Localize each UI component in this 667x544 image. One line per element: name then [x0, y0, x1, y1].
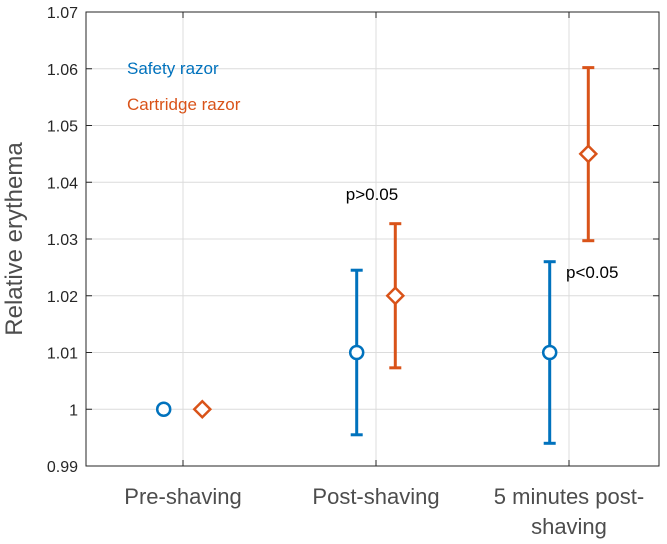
legend-entry: Safety razor: [127, 59, 219, 78]
x-tick-label: Post-shaving: [312, 484, 439, 509]
series-cartridge-razor: [192, 66, 599, 420]
legend: Safety razor Cartridge razor: [127, 59, 241, 114]
annotations: p>0.05 p<0.05: [346, 185, 619, 282]
data-point-circle: [541, 344, 558, 361]
y-tick-label: 1.01: [47, 346, 78, 363]
y-tick-label: 1.05: [47, 119, 78, 136]
y-tick-label: 1.02: [47, 289, 78, 306]
data-point-circle: [155, 401, 172, 417]
y-axis-label: Relative erythema: [1, 142, 28, 336]
legend-entry: Cartridge razor: [127, 95, 241, 114]
x-tick-label: shaving: [531, 514, 607, 539]
y-tick-label: 1.07: [47, 5, 78, 22]
x-tick-label: Pre-shaving: [124, 484, 241, 509]
x-axis: Pre-shaving Post-shaving 5 minutes post-sh…: [124, 12, 644, 539]
data-point-circle: [348, 344, 365, 361]
y-tick-label: 1.03: [47, 232, 78, 249]
data-point-diamond: [385, 285, 406, 306]
y-tick-label: 1.06: [47, 62, 78, 79]
y-tick-label: 1: [69, 402, 78, 419]
x-tick-label: 5 minutes post-: [494, 484, 644, 509]
series-safety-razor: [155, 260, 558, 445]
y-axis: 0.99 1 1.01 1.02 1.03 1.04 1.05 1.06 1.07: [47, 5, 659, 476]
p-value-annotation: p>0.05: [346, 185, 398, 204]
p-value-annotation: p<0.05: [566, 263, 618, 282]
y-tick-label: 1.04: [47, 175, 78, 192]
grid-lines: [86, 11, 659, 467]
y-tick-label: 0.99: [47, 459, 78, 476]
data-series: [155, 66, 599, 445]
data-point-diamond: [578, 144, 599, 164]
data-point-diamond: [192, 399, 213, 420]
